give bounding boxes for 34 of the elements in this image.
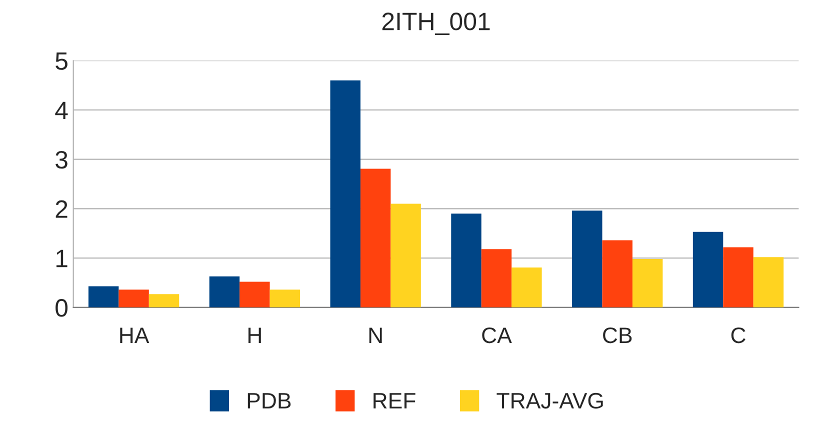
bar xyxy=(240,282,270,308)
bar xyxy=(602,240,632,308)
bar xyxy=(723,247,754,308)
bar xyxy=(451,214,482,308)
x-tick-label: H xyxy=(248,328,261,343)
bar xyxy=(148,294,180,308)
x-tick-label: C xyxy=(731,327,746,344)
bar xyxy=(692,232,724,308)
bar xyxy=(118,290,149,308)
chart-title: 2ITH_001 xyxy=(382,12,490,36)
x-tick-label: CB xyxy=(603,327,632,344)
legend-label: REF xyxy=(374,393,416,408)
y-tick-label: 2 xyxy=(56,200,68,218)
y-tick-label: 0 xyxy=(56,299,68,317)
bar xyxy=(753,257,784,308)
bar xyxy=(360,168,391,308)
bar xyxy=(209,276,240,308)
bar xyxy=(390,204,421,308)
y-tick-label: 5 xyxy=(56,52,68,70)
x-tick-label: HA xyxy=(120,328,150,343)
x-tick-label: CA xyxy=(482,327,512,344)
legend-label: PDB xyxy=(248,393,291,408)
bar xyxy=(270,290,300,308)
legend-label: TRAJ-AVG xyxy=(496,392,603,409)
y-tick-label: 4 xyxy=(55,102,68,120)
x-tick-label: N xyxy=(369,328,382,343)
y-tick-label: 1 xyxy=(56,250,68,268)
bar xyxy=(88,286,119,308)
bar xyxy=(481,249,512,308)
bar xyxy=(330,80,360,308)
bar xyxy=(632,259,663,308)
y-tick-label: 3 xyxy=(56,150,68,169)
bar xyxy=(512,267,542,308)
bar xyxy=(572,210,602,308)
